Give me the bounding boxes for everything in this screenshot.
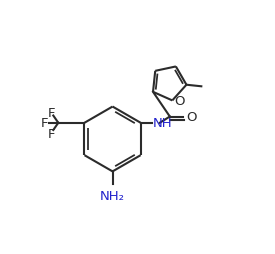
Text: NH: NH (153, 117, 173, 130)
Text: NH₂: NH₂ (100, 189, 125, 202)
Text: F: F (41, 117, 48, 130)
Text: O: O (174, 94, 185, 107)
Text: O: O (186, 110, 197, 123)
Text: F: F (48, 127, 55, 140)
Text: F: F (48, 106, 55, 119)
